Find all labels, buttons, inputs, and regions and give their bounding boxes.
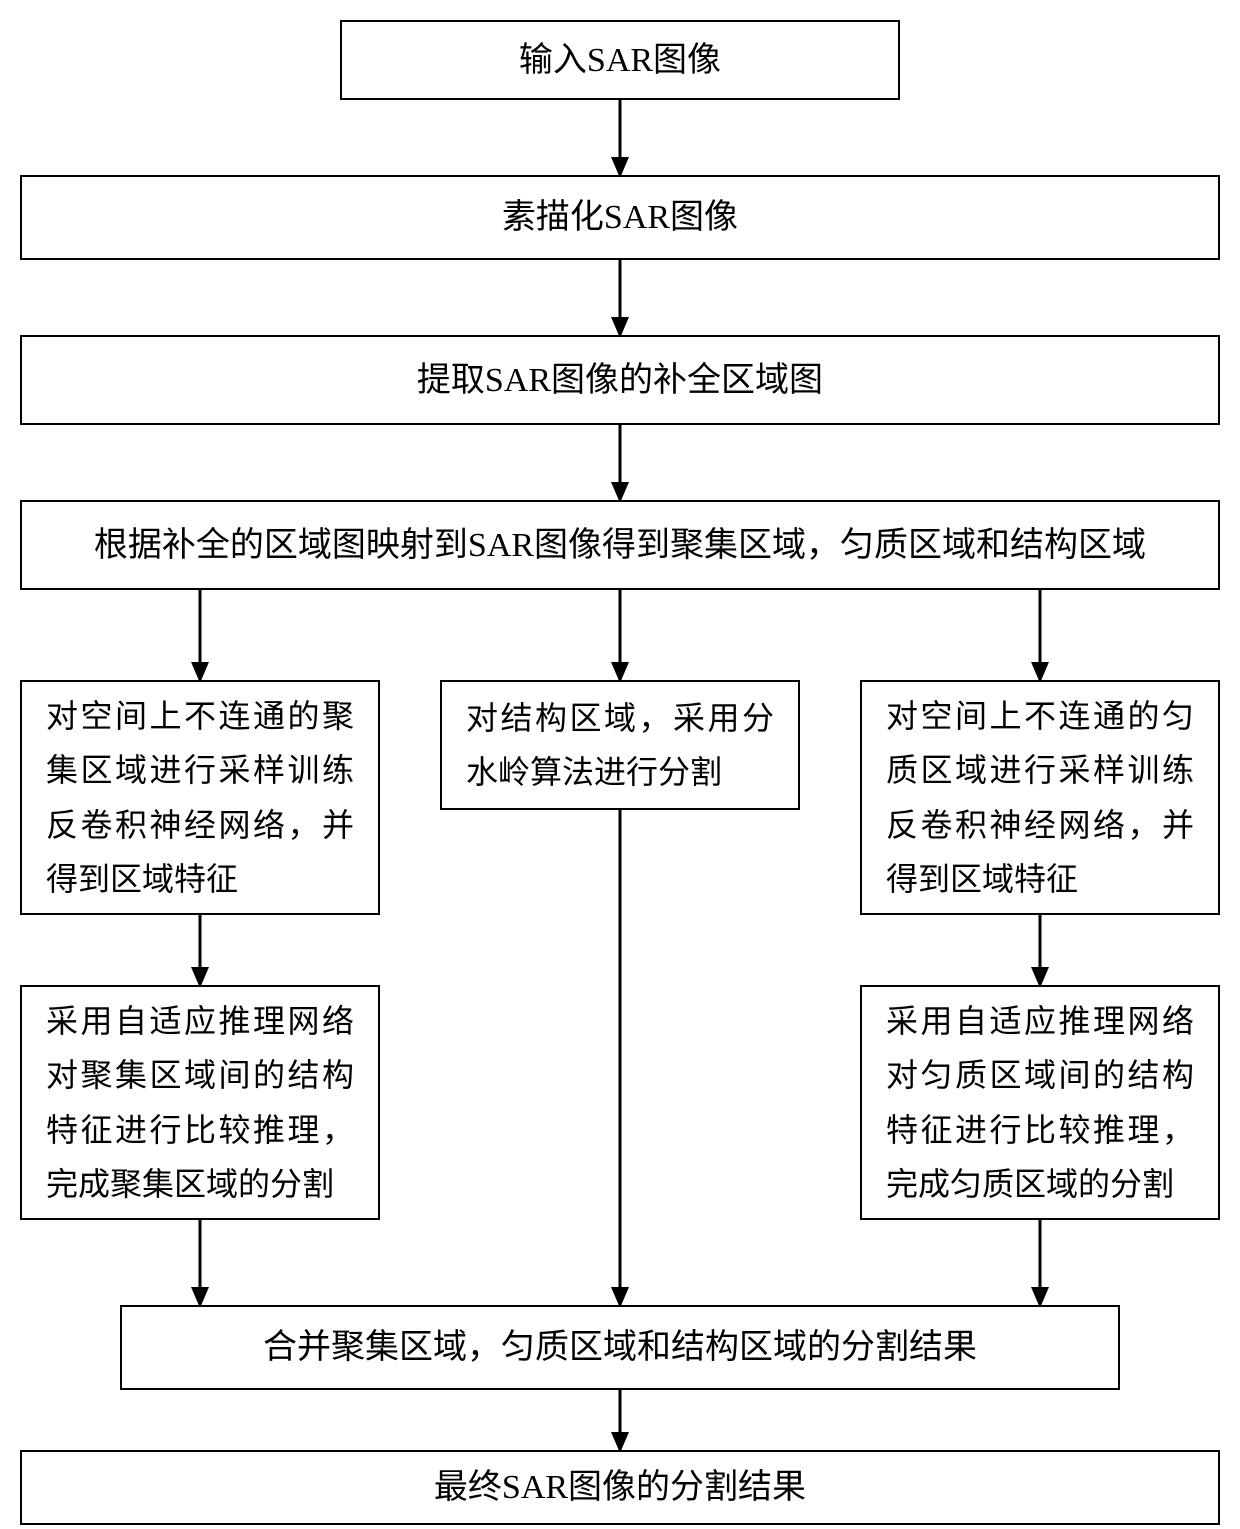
flow-node-label: 采用自适应推理网络对聚集区域间的结构特征进行比较推理，完成聚集区域的分割 bbox=[46, 994, 354, 1212]
flow-node-label: 对空间上不连通的聚集区域进行采样训练反卷积神经网络，并得到区域特征 bbox=[46, 689, 354, 907]
flow-node-n2: 素描化SAR图像 bbox=[20, 175, 1220, 260]
flow-node-n7: 对空间上不连通的匀质区域进行采样训练反卷积神经网络，并得到区域特征 bbox=[860, 680, 1220, 915]
flow-node-label: 对结构区域，采用分水岭算法进行分割 bbox=[466, 691, 774, 800]
flow-node-n4: 根据补全的区域图映射到SAR图像得到聚集区域，匀质区域和结构区域 bbox=[20, 500, 1220, 590]
flow-node-n10: 合并聚集区域，匀质区域和结构区域的分割结果 bbox=[120, 1305, 1120, 1390]
flow-node-label: 提取SAR图像的补全区域图 bbox=[417, 355, 823, 406]
flow-node-n1: 输入SAR图像 bbox=[340, 20, 900, 100]
flow-node-label: 最终SAR图像的分割结果 bbox=[434, 1462, 806, 1513]
flow-node-n3: 提取SAR图像的补全区域图 bbox=[20, 335, 1220, 425]
flow-node-label: 采用自适应推理网络对匀质区域间的结构特征进行比较推理，完成匀质区域的分割 bbox=[886, 994, 1194, 1212]
flow-node-n6: 对结构区域，采用分水岭算法进行分割 bbox=[440, 680, 800, 810]
flow-node-label: 合并聚集区域，匀质区域和结构区域的分割结果 bbox=[263, 1322, 977, 1373]
flow-node-label: 根据补全的区域图映射到SAR图像得到聚集区域，匀质区域和结构区域 bbox=[94, 520, 1146, 571]
flow-node-label: 输入SAR图像 bbox=[519, 35, 721, 86]
flow-node-label: 对空间上不连通的匀质区域进行采样训练反卷积神经网络，并得到区域特征 bbox=[886, 689, 1194, 907]
flow-node-n9: 采用自适应推理网络对匀质区域间的结构特征进行比较推理，完成匀质区域的分割 bbox=[860, 985, 1220, 1220]
flow-node-n11: 最终SAR图像的分割结果 bbox=[20, 1450, 1220, 1525]
flow-node-label: 素描化SAR图像 bbox=[502, 192, 738, 243]
flow-node-n5: 对空间上不连通的聚集区域进行采样训练反卷积神经网络，并得到区域特征 bbox=[20, 680, 380, 915]
flow-node-n8: 采用自适应推理网络对聚集区域间的结构特征进行比较推理，完成聚集区域的分割 bbox=[20, 985, 380, 1220]
